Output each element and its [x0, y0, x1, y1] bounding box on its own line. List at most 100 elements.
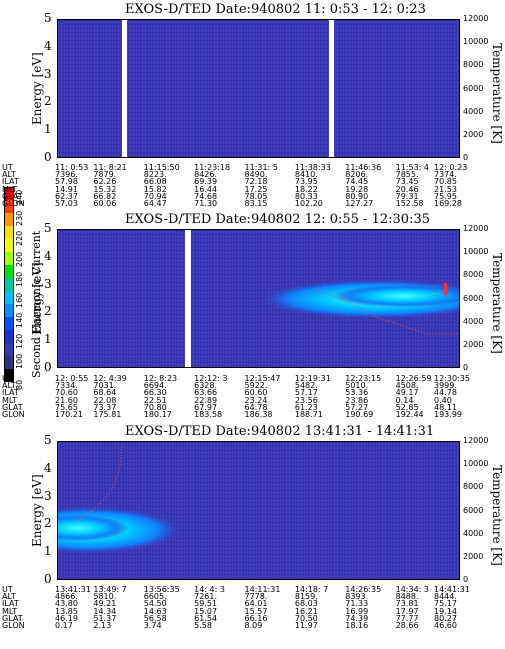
orbit-cell: 3.74 [143, 621, 162, 630]
energy-tick-label: 0 [44, 360, 52, 374]
orbit-cell: 8426. [194, 170, 218, 180]
orbit-cell: 80.33 [294, 191, 318, 201]
colorbar-band [4, 343, 14, 357]
temperature-tick-label: 6000 [463, 83, 484, 93]
spike-marker [444, 283, 447, 295]
orbit-cell: 11.97 [294, 621, 318, 630]
orbit-row-label: ALT [2, 592, 16, 602]
orbit-cell: 6694. [143, 381, 167, 391]
orbit-cell: 61.23 [294, 402, 318, 412]
orbit-cell: 16.99 [345, 606, 369, 616]
orbit-cell: 7334. [55, 381, 78, 391]
orbit-row-label: MLT [2, 184, 18, 194]
orbit-cell: 70.60 [55, 388, 78, 398]
orbit-cell: 11:15:50 [143, 163, 180, 172]
orbit-cell: 78.05 [244, 191, 268, 201]
orbit-cell: 83.15 [244, 199, 268, 208]
orbit-cell: 43.80 [55, 599, 78, 609]
orbit-row-label: GLAT [2, 613, 23, 623]
temperature-tick-label: 0 [463, 363, 469, 372]
orbit-row-label: ILAT [2, 177, 19, 187]
orbit-cell: 49.21 [93, 599, 117, 609]
orbit-cell: 23.56 [294, 395, 318, 405]
orbit-cell: 12:26:59 [395, 374, 432, 383]
orbit-cell: 68.03 [294, 599, 318, 609]
orbit-cell: 72.18 [244, 177, 268, 187]
orbit-cell: 71.33 [345, 599, 369, 609]
orbit-cell: 5.58 [194, 621, 212, 630]
energy-tick-label: 5 [44, 11, 52, 25]
orbit-cell: 4866. [55, 592, 78, 602]
orbit-cell: 13:41:31 [55, 585, 91, 594]
panel-title: EXOS-D/TED Date:940802 12: 0:55 - 12:30:… [125, 212, 430, 227]
temperature-tick-label: 4000 [463, 528, 484, 538]
colorbar-band [4, 252, 14, 266]
orbit-cell: 175.81 [93, 410, 122, 419]
orbit-cell: 11:23:18 [194, 163, 231, 172]
orbit-cell: 80.27 [434, 613, 457, 623]
colorbar-band [4, 330, 14, 344]
orbit-cell: 18.22 [294, 184, 318, 194]
temperature-tick-label: 12000 [463, 436, 489, 445]
orbit-cell: 11:46:36 [345, 163, 382, 172]
orbit-cell: 0.17 [55, 621, 73, 630]
orbit-cell: 73.95 [294, 177, 318, 187]
temperature-tick-label: 0 [463, 575, 469, 584]
colorbar-tick-label: 200 [15, 251, 24, 267]
orbit-cell: 74.45 [345, 177, 369, 187]
orbit-cell: 5482. [294, 381, 318, 391]
orbit-cell: 21.60 [55, 395, 78, 405]
energy-tick-label: 2 [44, 94, 52, 109]
orbit-row-label: UT [2, 163, 13, 172]
intensity-feature [58, 445, 183, 554]
orbit-cell: 8393. [345, 592, 369, 602]
colorbar-band [4, 239, 14, 253]
orbit-cell: 67.97 [194, 402, 218, 412]
orbit-cell: 8488. [395, 592, 419, 602]
orbit-cell: 188.71 [294, 410, 323, 419]
orbit-cell: 127.27 [345, 199, 374, 208]
orbit-cell: 52.85 [395, 402, 419, 412]
orbit-cell: 13.85 [55, 606, 78, 616]
orbit-cell: 70.85 [434, 177, 457, 187]
orbit-cell: 73.45 [395, 177, 419, 187]
temperature-tick-label: 2000 [463, 551, 484, 561]
orbit-cell: 20.46 [395, 184, 419, 194]
orbit-cell: 11:53: 4 [395, 163, 430, 172]
energy-tick-label: 4 [44, 460, 52, 475]
colorbar [4, 187, 14, 382]
temperature-tick-label: 6000 [463, 505, 484, 515]
energy-tick-label: 1 [44, 544, 52, 559]
orbit-cell: 77.77 [395, 613, 419, 623]
orbit-cell: 22.89 [194, 395, 218, 405]
colorbar-tick-label: 140 [15, 313, 24, 329]
orbit-cell: 16.44 [194, 184, 218, 194]
temperature-tick-label: 4000 [463, 316, 484, 326]
orbit-cell: 56.58 [143, 613, 167, 623]
orbit-cell: 12:19:31 [294, 374, 331, 383]
orbit-cell: 8223. [143, 170, 167, 180]
orbit-cell: 7374. [434, 170, 457, 180]
intensity-feature [258, 279, 459, 335]
orbit-cell: 57.17 [294, 388, 318, 398]
orbit-cell: 15.57 [244, 606, 268, 616]
orbit-cell: 19.28 [345, 184, 369, 194]
orbit-cell: 7879. [93, 170, 117, 180]
orbit-cell: 70.80 [143, 402, 167, 412]
orbit-cell: 12:30:35 [434, 374, 470, 383]
orbit-cell: 12:12: 3 [194, 374, 228, 383]
orbit-row-label: ILAT [2, 388, 19, 398]
data-gap [122, 20, 127, 157]
temperature-axis-label: Temperature [K] [490, 42, 504, 144]
orbit-cell: 0.40 [434, 395, 452, 405]
orbit-cell: 70.50 [294, 613, 318, 623]
colorbar-tick-label: 180 [15, 271, 24, 288]
energy-axis-label: Energy [eV] [30, 51, 44, 125]
orbit-cell: 5010. [345, 381, 369, 391]
orbit-row-label: GLAT [2, 402, 23, 412]
orbit-cell: 12:15:47 [244, 374, 281, 383]
orbit-row-label: ALT [2, 170, 16, 180]
orbit-cell: 7778. [244, 592, 268, 602]
orbit-cell: 16.21 [294, 606, 318, 616]
energy-tick-label: 4 [44, 38, 52, 53]
